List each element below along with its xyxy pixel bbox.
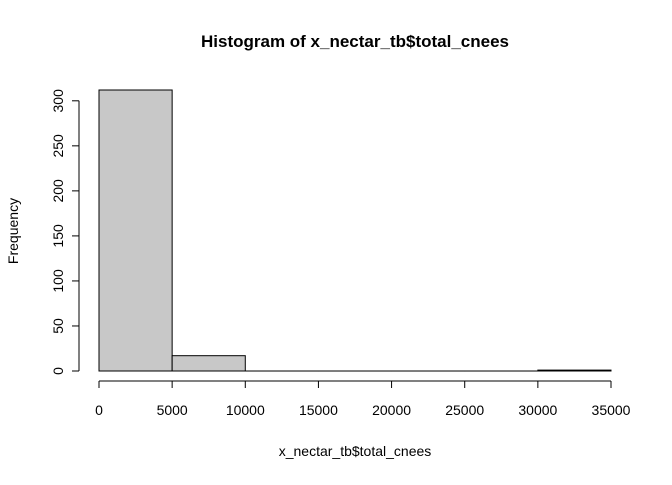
x-axis-label: x_nectar_tb$total_cnees <box>279 443 432 459</box>
x-tick-label-0: 0 <box>95 402 103 418</box>
y-tick-label-5: 250 <box>50 134 66 158</box>
y-axis: 0 50 100 150 200 250 300 <box>50 89 79 375</box>
x-tick-label-6: 30000 <box>518 402 557 418</box>
x-tick-label-3: 15000 <box>299 402 338 418</box>
histogram-bar-0 <box>99 90 172 371</box>
histogram-bar-1 <box>172 356 245 371</box>
y-axis-label: Frequency <box>5 198 21 264</box>
x-tick-label-4: 20000 <box>372 402 411 418</box>
y-tick-label-1: 50 <box>50 318 66 334</box>
x-tick-label-2: 10000 <box>226 402 265 418</box>
y-tick-label-0: 0 <box>50 367 66 375</box>
chart-title: Histogram of x_nectar_tb$total_cnees <box>201 32 509 51</box>
y-tick-label-3: 150 <box>50 224 66 248</box>
x-tick-label-5: 25000 <box>445 402 484 418</box>
x-axis: 0 5000 10000 15000 20000 25000 30000 35000 <box>95 381 631 418</box>
histogram-bars <box>99 90 611 371</box>
y-tick-label-4: 200 <box>50 179 66 203</box>
x-tick-label-7: 35000 <box>592 402 631 418</box>
x-tick-label-1: 5000 <box>157 402 188 418</box>
histogram-bar-6 <box>538 370 611 371</box>
y-tick-label-6: 300 <box>50 89 66 113</box>
y-tick-label-2: 100 <box>50 269 66 293</box>
